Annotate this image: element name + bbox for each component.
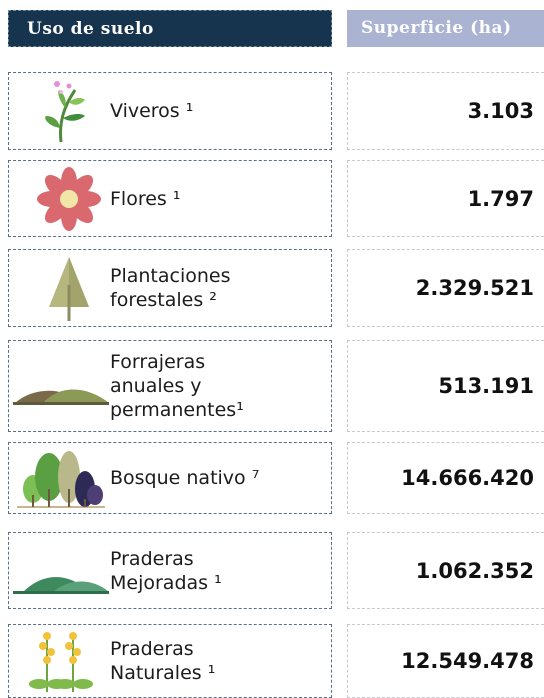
label-line: Flores ¹ — [110, 187, 181, 210]
row-value: 1.797 — [467, 186, 534, 211]
label-line: forestales ² — [110, 289, 217, 311]
row-value: 1.062.352 — [415, 558, 534, 583]
row-icon — [13, 538, 109, 604]
row-icon — [13, 628, 109, 694]
row-icon — [13, 353, 109, 419]
row-value-cell: 14.666.420 — [347, 442, 544, 514]
row-label-cell: Viveros ¹ — [8, 72, 332, 150]
label-line: Naturales ¹ — [110, 662, 216, 684]
row-label-cell: Forrajeras anuales y permanentes¹ — [8, 340, 332, 432]
row-value-cell: 513.191 — [347, 340, 544, 432]
row-value-cell: 12.549.478 — [347, 624, 544, 698]
row-value-cell: 1.062.352 — [347, 532, 544, 609]
row-label: Viveros ¹ — [110, 99, 193, 123]
row-value-cell: 1.797 — [347, 160, 544, 237]
label-line: permanentes¹ — [110, 399, 244, 421]
label-line: Plantaciones — [110, 265, 231, 287]
row-label: Praderas Naturales ¹ — [110, 637, 215, 685]
row-label: Bosque nativo ⁷ — [110, 466, 259, 490]
row-icon — [13, 78, 109, 144]
row-icon — [13, 166, 109, 232]
row-icon — [13, 255, 109, 321]
row-icon — [13, 445, 109, 511]
row-value: 14.666.420 — [401, 466, 534, 490]
label-line: anuales y — [110, 375, 202, 397]
label-line: Viveros ¹ — [110, 100, 194, 122]
label-line: Mejoradas ¹ — [110, 571, 222, 594]
row-value: 12.549.478 — [401, 649, 534, 673]
row-label-cell: Flores ¹ — [8, 160, 332, 237]
label-line: Bosque nativo ⁷ — [110, 467, 260, 489]
row-label-cell: Plantaciones forestales ² — [8, 249, 332, 327]
row-label-cell: Praderas Naturales ¹ — [8, 624, 332, 698]
row-value: 2.329.521 — [415, 276, 534, 300]
row-value-cell: 2.329.521 — [347, 249, 544, 327]
row-value: 513.191 — [438, 374, 534, 398]
label-line: Praderas — [110, 547, 194, 570]
row-label-cell: Praderas Mejoradas ¹ — [8, 532, 332, 609]
row-label-cell: Bosque nativo ⁷ — [8, 442, 332, 514]
row-label: Flores ¹ — [110, 187, 180, 211]
row-label: Praderas Mejoradas ¹ — [110, 547, 222, 595]
row-value: 3.103 — [467, 99, 534, 123]
header-left: Uso de suelo — [8, 10, 332, 47]
label-line: Praderas — [110, 638, 194, 660]
label-line: Forrajeras — [110, 351, 206, 373]
header-right: Superficie (ha) — [347, 10, 544, 47]
row-label: Forrajeras anuales y permanentes¹ — [110, 350, 244, 422]
row-value-cell: 3.103 — [347, 72, 544, 150]
row-label: Plantaciones forestales ² — [110, 264, 231, 312]
